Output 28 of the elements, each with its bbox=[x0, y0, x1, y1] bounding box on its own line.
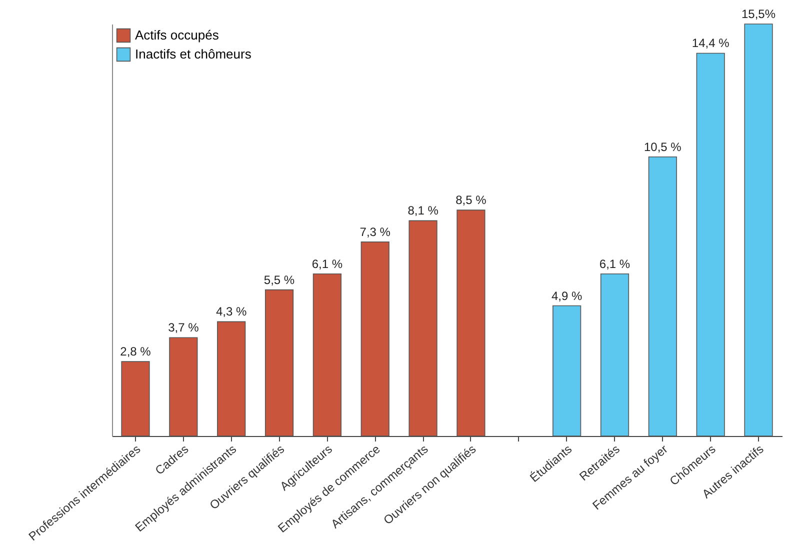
bar bbox=[169, 337, 198, 436]
data-label: 4,3 % bbox=[216, 304, 248, 319]
legend-label: Inactifs et chômeurs bbox=[135, 46, 252, 62]
data-label: 10,5 % bbox=[644, 140, 682, 154]
bar bbox=[264, 289, 294, 436]
data-label: 8,1 % bbox=[408, 204, 439, 218]
bar bbox=[744, 24, 773, 436]
bar bbox=[121, 361, 150, 436]
bar bbox=[312, 273, 342, 436]
bar bbox=[696, 52, 725, 436]
bar bbox=[408, 220, 438, 436]
data-label: 7,3 % bbox=[360, 224, 391, 239]
bar bbox=[600, 273, 630, 436]
data-label: 2,8 % bbox=[120, 344, 152, 359]
data-label: 14,4 % bbox=[692, 36, 730, 50]
data-label: 6,1 % bbox=[599, 256, 630, 271]
bar bbox=[552, 305, 582, 436]
bar bbox=[217, 321, 246, 436]
bar bbox=[360, 242, 390, 436]
legend-label: Actifs occupés bbox=[135, 28, 220, 42]
data-label: 3,7 % bbox=[168, 320, 200, 335]
data-label: 8,5 % bbox=[456, 193, 487, 208]
data-label: 15,5% bbox=[742, 7, 776, 21]
data-label: 4,9 % bbox=[551, 288, 582, 303]
bar bbox=[456, 210, 486, 436]
data-label: 5,5 % bbox=[264, 272, 295, 287]
data-label: 6,1 % bbox=[312, 256, 343, 271]
bar bbox=[648, 156, 677, 436]
